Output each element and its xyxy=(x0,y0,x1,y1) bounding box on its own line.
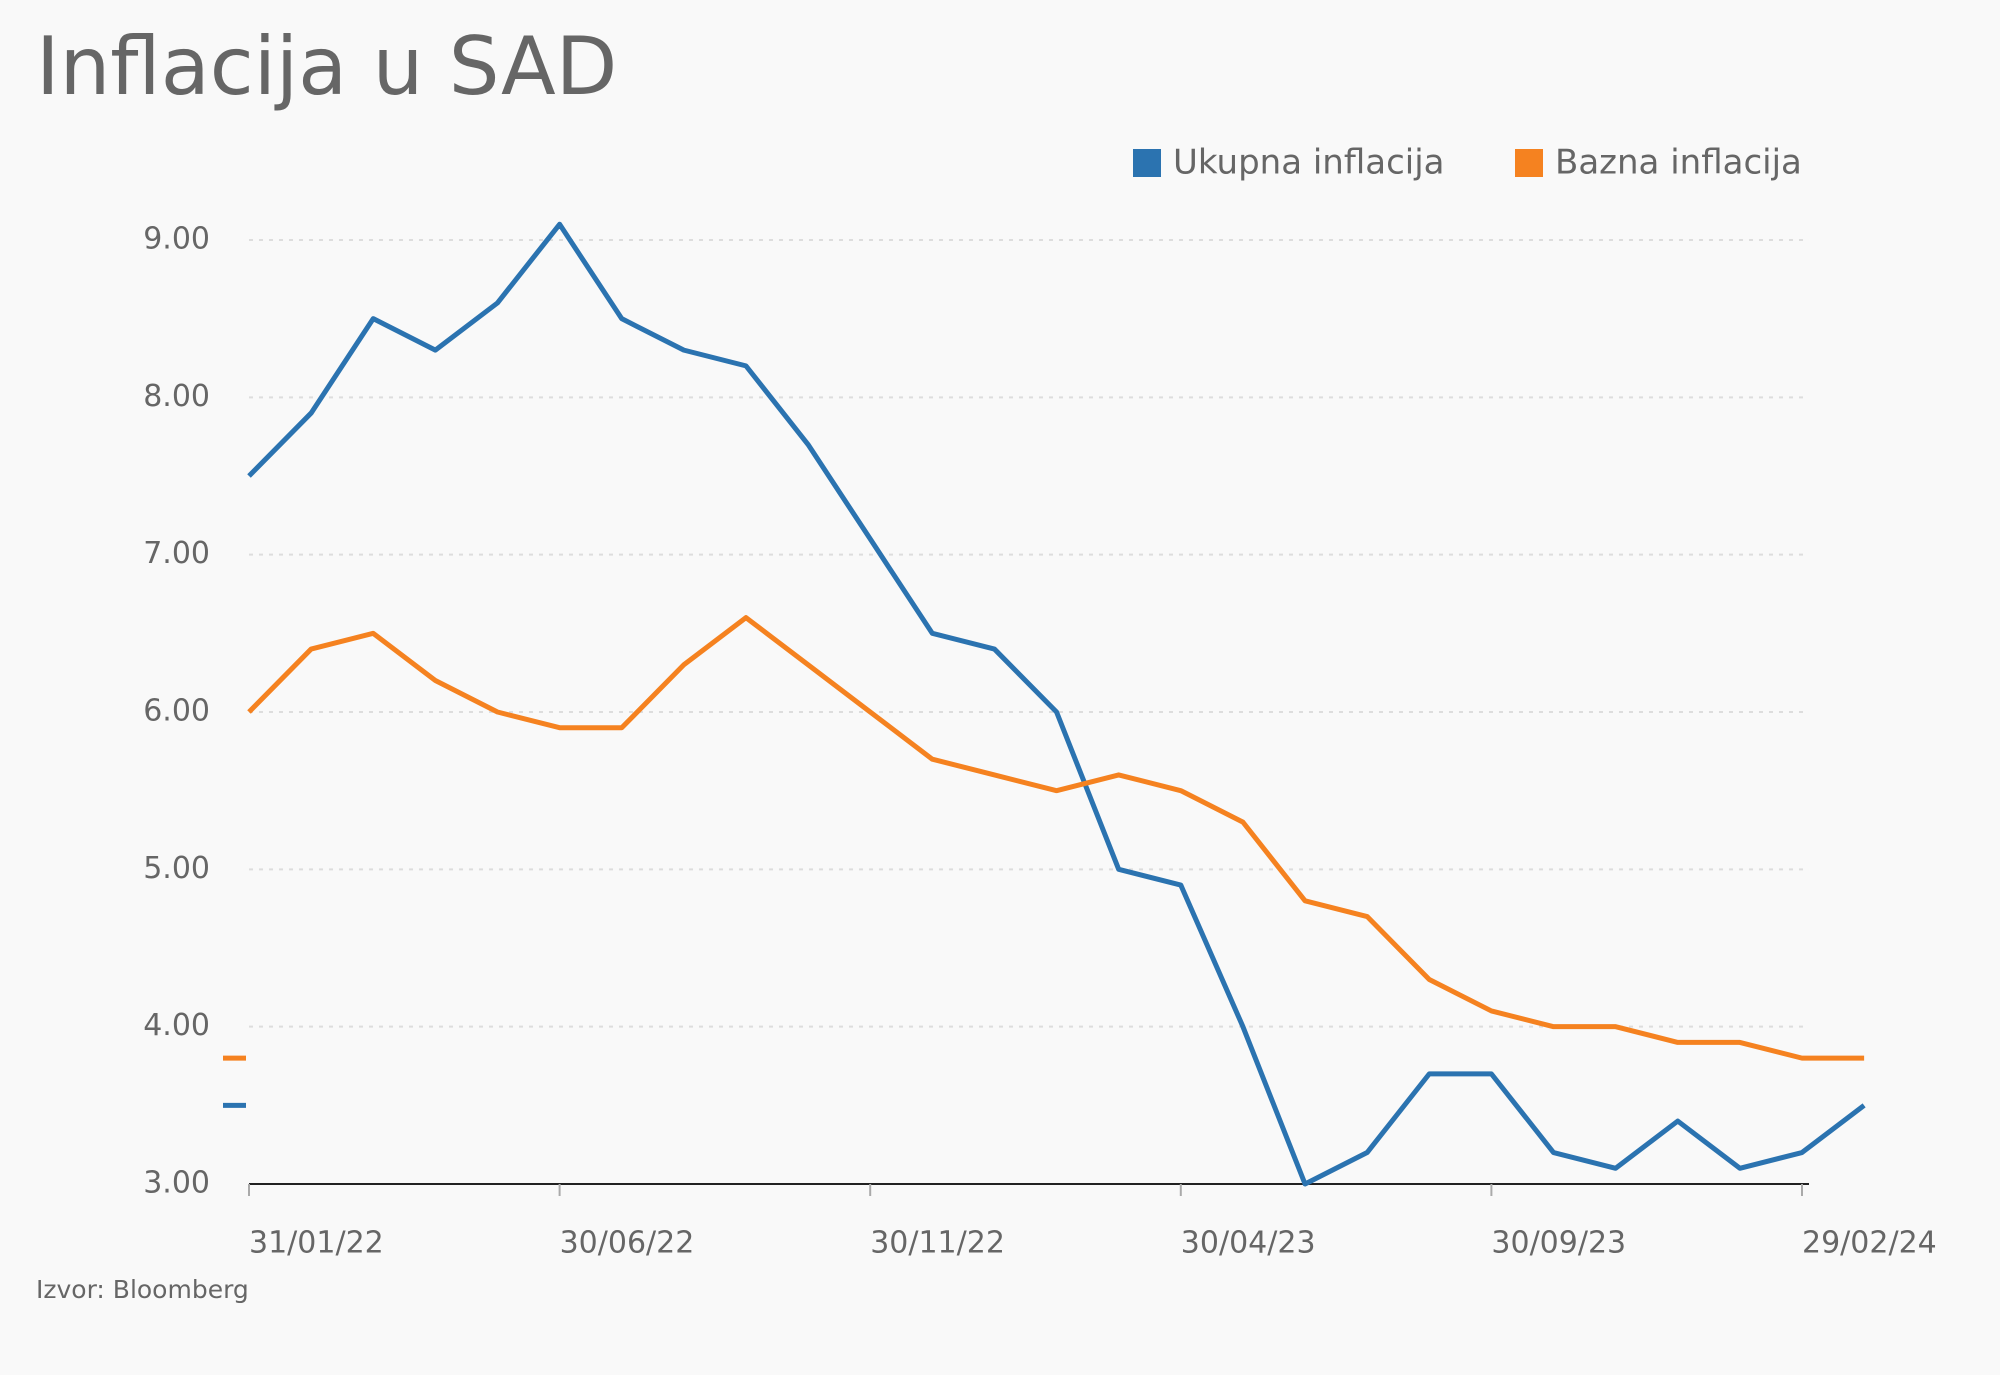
legend-swatch xyxy=(1515,149,1543,177)
x-tick-label: 31/01/22 xyxy=(249,1226,384,1261)
source: Izvor: Bloomberg xyxy=(36,1275,249,1304)
x-tick-label: 30/09/23 xyxy=(1491,1226,1626,1261)
y-tick-label: 5.00 xyxy=(143,851,210,886)
line xyxy=(247,615,1865,1061)
y-tick-label: 9.00 xyxy=(143,222,210,257)
y-tick-label: 6.00 xyxy=(143,694,210,729)
y-tick-label: 8.00 xyxy=(143,379,210,414)
legend-label: Bazna inflacija xyxy=(1555,143,1802,183)
chart-title: Inflacija u SAD xyxy=(36,20,617,113)
y-tick-label: 4.00 xyxy=(143,1008,210,1043)
line xyxy=(247,221,1866,1187)
y-tick-label: 3.00 xyxy=(143,1166,210,1201)
legend-swatch xyxy=(1133,149,1161,177)
x-tick-label: 29/02/24 xyxy=(1802,1226,1937,1261)
x-tick-label: 30/11/22 xyxy=(870,1226,1005,1261)
x-tick-label: 30/04/23 xyxy=(1181,1226,1316,1261)
y-tick-label: 7.00 xyxy=(143,536,210,571)
legend-label: Ukupna inflacija xyxy=(1173,143,1445,183)
x-tick-label: 30/06/22 xyxy=(560,1226,695,1261)
